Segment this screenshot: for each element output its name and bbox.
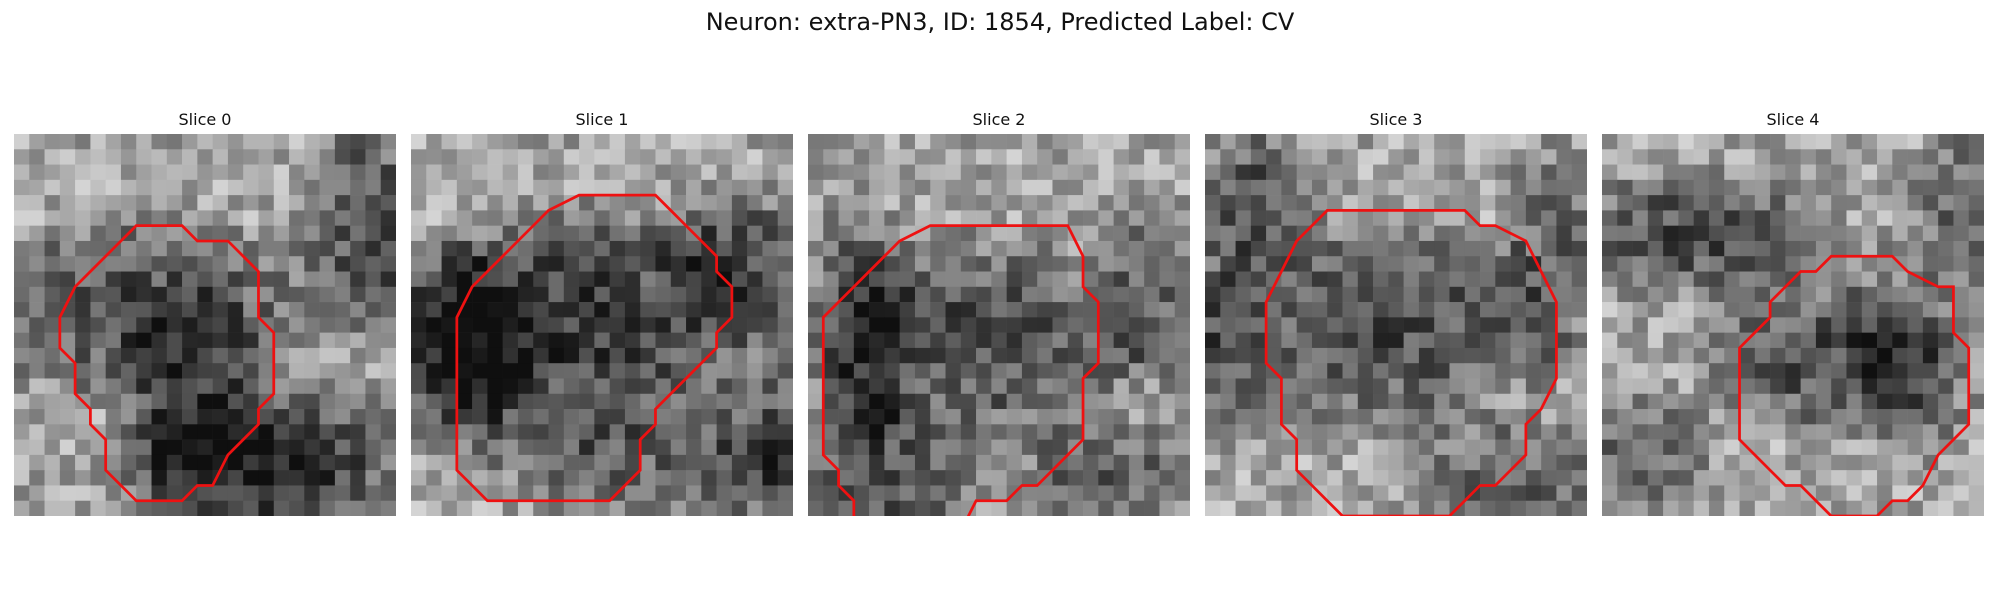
figure-title: Neuron: extra-PN3, ID: 1854, Predicted L…: [0, 8, 2000, 36]
slice-panel-1: Slice 1: [411, 110, 793, 516]
slice-title-0: Slice 0: [14, 110, 396, 134]
slice-title-2: Slice 2: [808, 110, 1190, 134]
slice-image-1: [411, 134, 793, 516]
slice-title-3: Slice 3: [1205, 110, 1587, 134]
slice-title-1: Slice 1: [411, 110, 793, 134]
pixel-grid: [1602, 134, 1984, 516]
slice-panel-3: Slice 3: [1205, 110, 1587, 516]
slice-panel-4: Slice 4: [1602, 110, 1984, 516]
slice-panel-2: Slice 2: [808, 110, 1190, 516]
slice-image-2: [808, 134, 1190, 516]
pixel-grid: [411, 134, 793, 516]
pixel-grid: [1205, 134, 1587, 516]
pixel-grid: [808, 134, 1190, 516]
slice-image-3: [1205, 134, 1587, 516]
slice-panel-0: Slice 0: [14, 110, 396, 516]
slice-image-0: [14, 134, 396, 516]
slice-image-4: [1602, 134, 1984, 516]
slice-title-4: Slice 4: [1602, 110, 1984, 134]
pixel-grid: [14, 134, 396, 516]
